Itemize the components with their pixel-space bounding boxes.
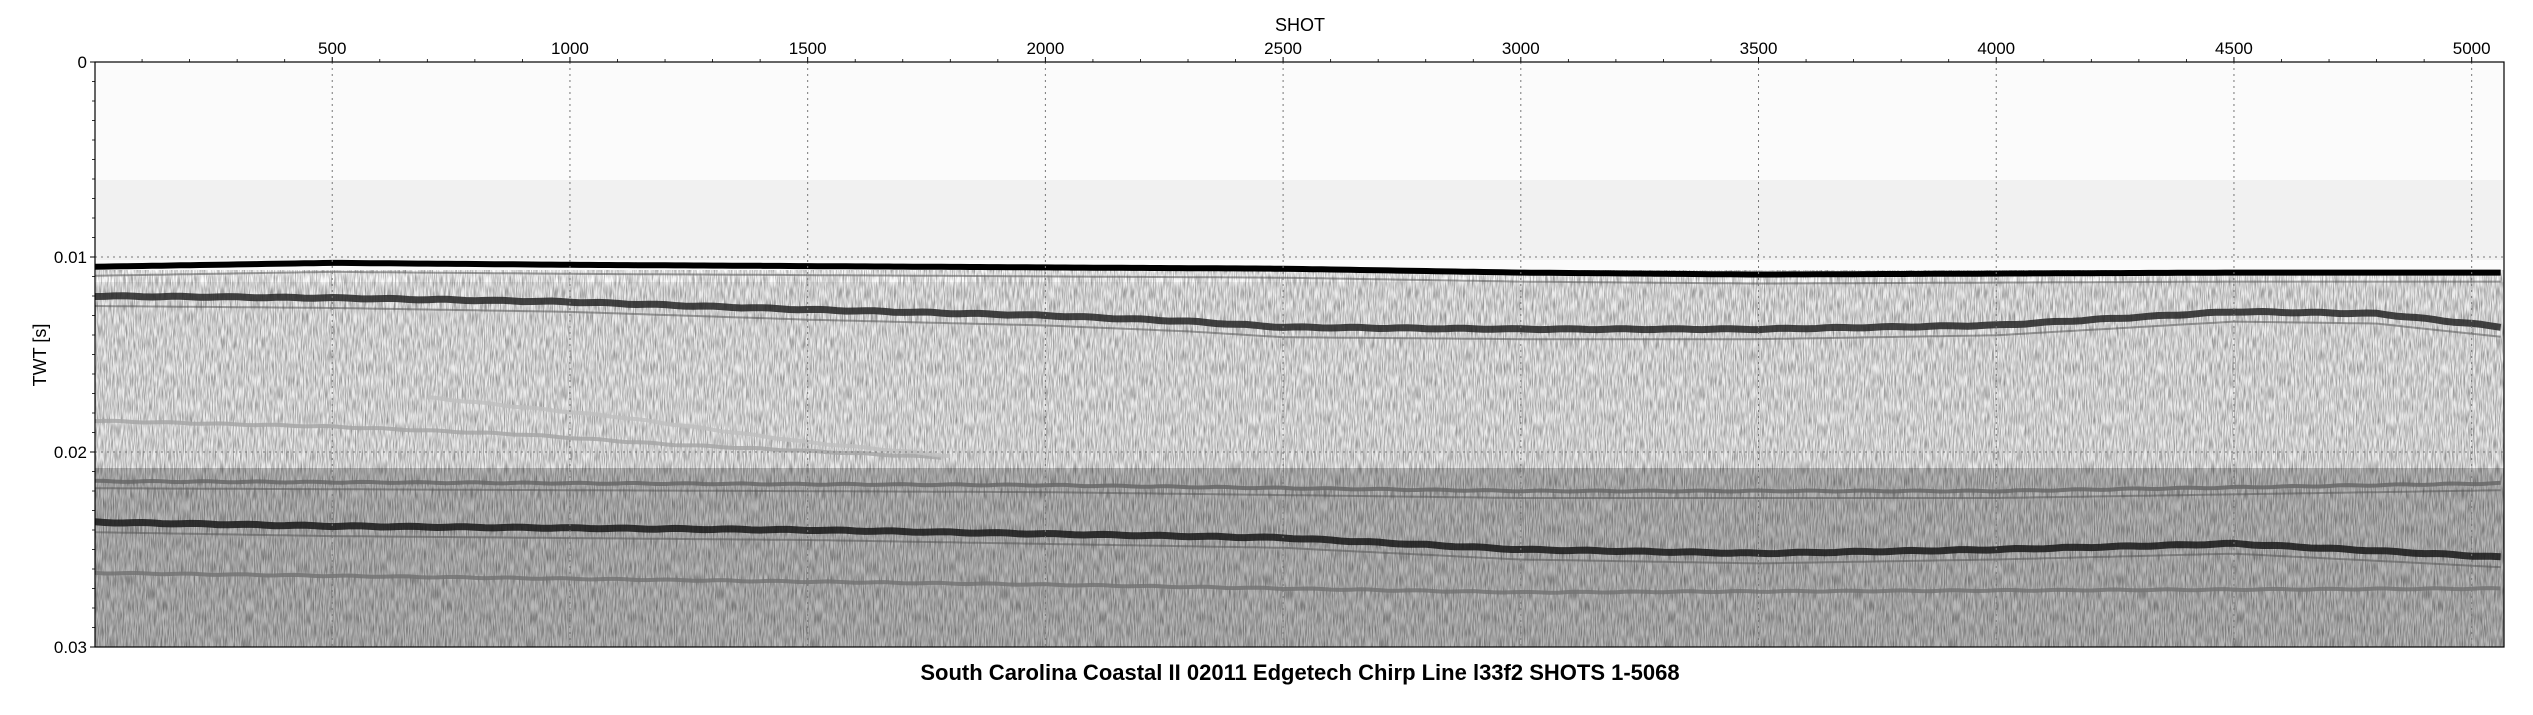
y-tick-label: 0.03 — [54, 638, 87, 657]
reflector-subbottom-3 — [95, 518, 2501, 561]
x-tick-label: 5000 — [2453, 39, 2491, 58]
grid-layer — [95, 62, 2504, 647]
reflector-subbottom-2 — [95, 478, 2501, 494]
x-tick-label: 4000 — [1977, 39, 2015, 58]
x-tick-label: 4500 — [2215, 39, 2253, 58]
reflector-echo-subbottom-1 — [95, 305, 2501, 341]
x-axis-title: SHOT — [1275, 15, 1325, 35]
reflector-echo-subbottom-2 — [95, 487, 2501, 499]
grain-texture — [95, 270, 2504, 647]
reflector-layer — [95, 259, 2502, 595]
reflector-subbottom-4 — [95, 570, 2501, 595]
x-tick-label: 1000 — [551, 39, 589, 58]
y-tick-layer: 0 0.01 0.02 0.03 — [54, 53, 95, 657]
y-axis-title: TWT [s] — [30, 324, 50, 387]
x-tick-layer: 500 1000 1500 2000 2500 3000 3500 4000 4500 5000 — [141, 39, 2491, 62]
x-tick-label: 2000 — [1026, 39, 1064, 58]
y-tick-label: 0.01 — [54, 248, 87, 267]
reflector-dipping-1 — [95, 418, 942, 460]
water-column-haze — [95, 180, 2504, 260]
y-tick-label: 0 — [78, 53, 87, 72]
x-tick-label: 500 — [318, 39, 346, 58]
x-tick-label: 3500 — [1740, 39, 1778, 58]
reflector-echo-subbottom-3 — [95, 531, 2501, 569]
reflector-dipping-2 — [427, 394, 951, 458]
chart-title: South Carolina Coastal II 02011 Edgetech… — [920, 660, 1679, 685]
reflector-subbottom-1 — [95, 292, 2502, 334]
x-tick-label: 2500 — [1264, 39, 1302, 58]
x-tick-label: 1500 — [789, 39, 827, 58]
x-tick-label: 3000 — [1502, 39, 1540, 58]
reflector-echo-seafloor — [95, 270, 2501, 285]
y-tick-label: 0.02 — [54, 443, 87, 462]
reflector-seafloor — [95, 259, 2501, 278]
